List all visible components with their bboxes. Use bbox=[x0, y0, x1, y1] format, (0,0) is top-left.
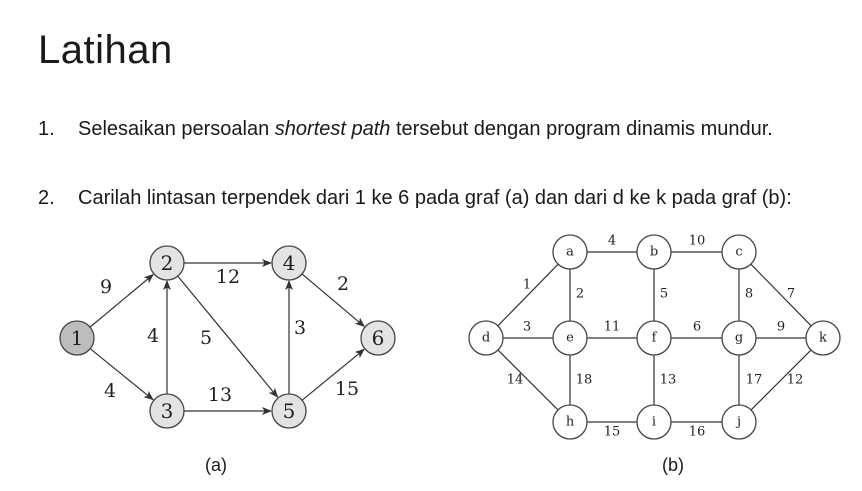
edge-d-h bbox=[497, 349, 559, 411]
node-label: 5 bbox=[283, 399, 296, 423]
node-label: 2 bbox=[161, 251, 174, 275]
slide-title: Latihan bbox=[38, 28, 173, 72]
node-b bbox=[636, 234, 672, 270]
item-number: 2. bbox=[38, 187, 55, 209]
edge-weight-label: 7 bbox=[787, 287, 795, 302]
node-label: 4 bbox=[283, 251, 296, 275]
edge-weight-label: 11 bbox=[604, 320, 621, 335]
node-label: d bbox=[482, 331, 490, 346]
edge-j-k bbox=[750, 349, 812, 411]
node-3 bbox=[149, 393, 185, 429]
edge-weight-label: 4 bbox=[104, 380, 116, 402]
edge-weight-label: 15 bbox=[604, 425, 621, 440]
edge-weight-label: 15 bbox=[335, 378, 359, 400]
edge-weight-label: 2 bbox=[337, 273, 349, 295]
node-k bbox=[805, 320, 841, 356]
exercise-item-1: 1. Selesaikan persoalan shortest path ter… bbox=[38, 118, 773, 141]
node-label: h bbox=[566, 415, 575, 430]
node-1 bbox=[59, 320, 95, 356]
node-d bbox=[468, 320, 504, 356]
node-label: e bbox=[566, 331, 574, 346]
node-label: a bbox=[566, 245, 574, 260]
edge-weight-label: 8 bbox=[745, 287, 753, 302]
edge-2-5 bbox=[177, 275, 279, 398]
node-label: i bbox=[652, 415, 656, 430]
edge-weight-label: 14 bbox=[507, 373, 524, 388]
edge-weight-label: 10 bbox=[689, 234, 706, 249]
item-number: 1. bbox=[38, 118, 55, 140]
edge-weight-label: 13 bbox=[660, 373, 677, 388]
edge-weight-label: 9 bbox=[100, 276, 112, 298]
edge-weight-label: 6 bbox=[693, 320, 701, 335]
edge-weight-label: 12 bbox=[216, 266, 240, 288]
edge-weight-label: 3 bbox=[294, 317, 306, 339]
edge-weight-label: 17 bbox=[746, 373, 763, 388]
node-h bbox=[552, 404, 588, 440]
edge-weight-label: 5 bbox=[660, 287, 668, 302]
edge-d-a bbox=[497, 263, 559, 327]
node-label: f bbox=[652, 331, 658, 346]
node-label: j bbox=[735, 415, 741, 430]
edge-weight-label: 4 bbox=[608, 234, 616, 249]
node-4 bbox=[271, 245, 307, 281]
edge-weight-label: 18 bbox=[576, 373, 593, 388]
node-label: 3 bbox=[161, 399, 174, 423]
item-text-before: Selesaikan persoalan bbox=[78, 118, 275, 140]
node-2 bbox=[149, 245, 185, 281]
edge-1-2 bbox=[89, 273, 154, 328]
edge-weight-label: 3 bbox=[523, 320, 531, 335]
caption-b: (b) bbox=[662, 455, 684, 475]
node-i bbox=[636, 404, 672, 440]
node-e bbox=[552, 320, 588, 356]
node-6 bbox=[360, 320, 396, 356]
item-text-after: tersebut dengan program dinamis mundur. bbox=[390, 118, 773, 140]
node-a bbox=[552, 234, 588, 270]
edge-weight-label: 9 bbox=[777, 320, 785, 335]
node-label: b bbox=[650, 245, 658, 260]
edge-weight-label: 4 bbox=[147, 325, 159, 347]
node-label: c bbox=[735, 245, 742, 260]
caption-a: (a) bbox=[205, 455, 227, 475]
edge-c-k bbox=[750, 263, 812, 327]
node-c bbox=[721, 234, 757, 270]
node-f bbox=[636, 320, 672, 356]
node-j bbox=[721, 404, 757, 440]
node-label: 6 bbox=[372, 326, 385, 350]
item-text: Carilah lintasan terpendek dari 1 ke 6 p… bbox=[78, 187, 792, 209]
item-emphasis: shortest path bbox=[274, 118, 391, 140]
edge-weight-label: 2 bbox=[576, 287, 584, 302]
edge-weight-label: 16 bbox=[689, 425, 706, 440]
edge-weight-label: 1 bbox=[523, 278, 531, 293]
edge-5-6 bbox=[301, 348, 365, 401]
edge-4-6 bbox=[301, 273, 366, 328]
exercise-item-2: 2. Carilah lintasan terpendek dari 1 ke 6… bbox=[38, 187, 792, 210]
edge-weight-label: 5 bbox=[200, 327, 212, 349]
node-label: k bbox=[819, 331, 827, 346]
edge-1-3 bbox=[89, 348, 154, 401]
node-label: 1 bbox=[71, 326, 84, 350]
node-5 bbox=[271, 393, 307, 429]
node-g bbox=[721, 320, 757, 356]
node-label: g bbox=[735, 331, 743, 346]
edge-weight-label: 13 bbox=[208, 384, 232, 406]
edge-weight-label: 12 bbox=[787, 373, 804, 388]
